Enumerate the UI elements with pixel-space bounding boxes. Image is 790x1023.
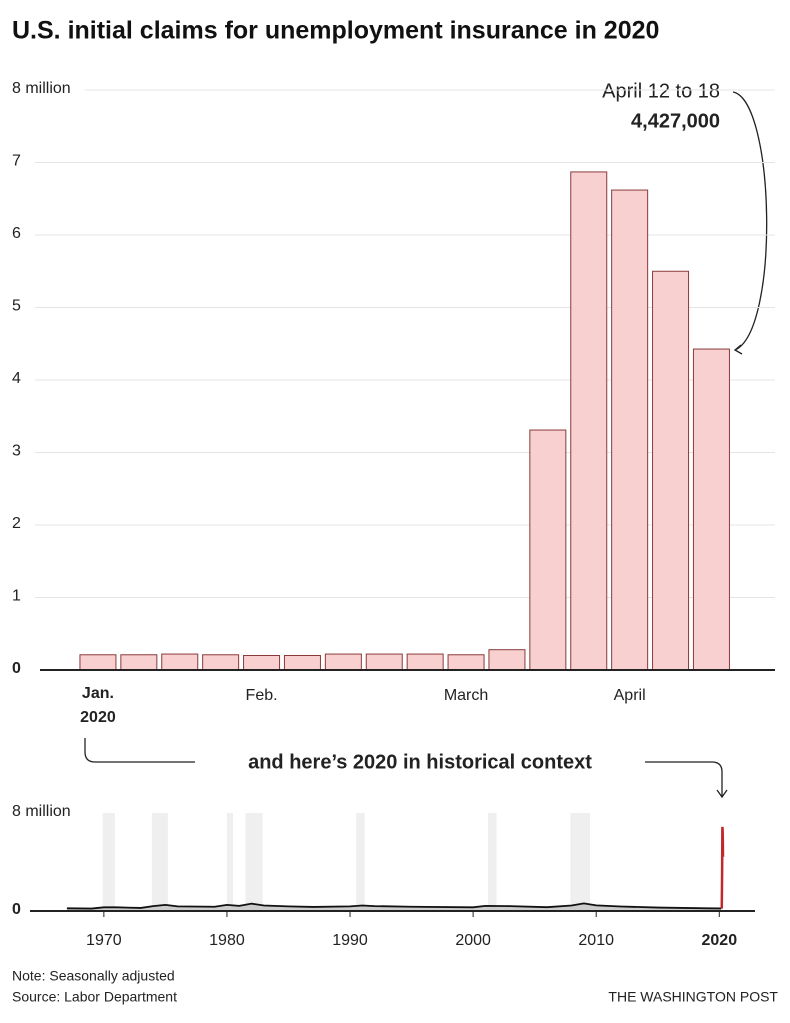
bar (120, 654, 158, 671)
source: Source: Labor Department (12, 989, 177, 1005)
x-tick-label: March (443, 687, 489, 704)
recession-band (245, 813, 263, 911)
connector-text: and here’s 2020 in historical context (248, 751, 592, 773)
credit: THE WASHINGTON POST (608, 989, 778, 1005)
x-tick-label: 1990 (332, 932, 368, 949)
x-tick-label: 1980 (209, 932, 245, 949)
bar (692, 348, 730, 671)
x-tick-label: 2020 (702, 932, 738, 949)
connector-line (84, 738, 195, 763)
y-tick-label: 2 (12, 515, 21, 532)
bar (365, 653, 403, 671)
y-tick-label: 1 (12, 588, 21, 605)
x-tick-label: 2000 (455, 932, 491, 949)
y-tick-label: 8 million (12, 80, 71, 97)
recession-band (356, 813, 365, 911)
y-tick-label: 7 (12, 153, 21, 170)
bar (202, 654, 240, 671)
bar (406, 653, 444, 671)
y-tick-label: 4 (12, 370, 21, 387)
chart-title: U.S. initial claims for unemployment ins… (12, 17, 659, 45)
bar (570, 171, 608, 671)
x-tick-label: 1970 (86, 932, 122, 949)
y-tick-label: 0 (12, 660, 21, 677)
connector-line (645, 761, 728, 799)
bar (529, 429, 567, 671)
recession-band (487, 813, 497, 911)
y-tick-label: 8 million (12, 803, 71, 820)
recession-band (570, 813, 591, 911)
arrow-head (733, 344, 743, 355)
y-tick-label: 0 (12, 901, 21, 918)
bar (611, 189, 649, 671)
bar (243, 655, 281, 671)
y-tick-label: 3 (12, 443, 21, 460)
bar (488, 649, 526, 671)
y-tick-label: 5 (12, 298, 21, 315)
bar (652, 270, 690, 671)
x-tick-label: Feb. (245, 687, 278, 704)
bar (447, 654, 485, 671)
bar (283, 655, 321, 671)
bar (79, 654, 117, 671)
bar (161, 653, 199, 671)
bar (324, 653, 362, 671)
recession-band (102, 813, 115, 911)
y-tick-label: 6 (12, 225, 21, 242)
annotation: April 12 to 18 (602, 80, 720, 102)
line (720, 826, 725, 910)
note: Note: Seasonally adjusted (12, 968, 175, 984)
annotation-arrow (732, 91, 768, 351)
recession-band (226, 813, 234, 911)
data-label: 4,427,000 (631, 110, 720, 132)
x-tick-label: 2010 (578, 932, 614, 949)
x-tick-label: Jan. 2020 (80, 685, 116, 726)
recession-band (151, 813, 168, 911)
x-tick-label: April (613, 687, 646, 704)
line (66, 902, 722, 910)
